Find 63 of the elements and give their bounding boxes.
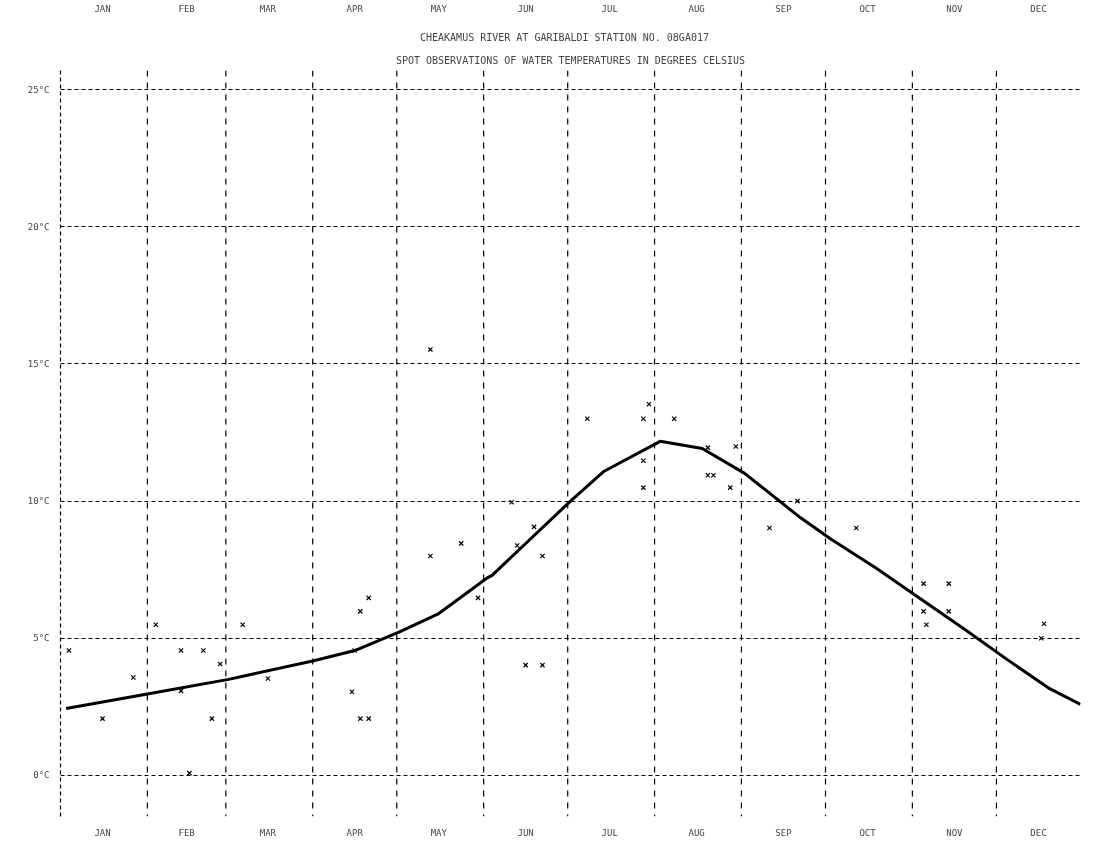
x-tick-label: SEP: [775, 827, 793, 838]
x-tick-label: DEC: [1030, 827, 1047, 838]
x-tick-label: JUN: [517, 827, 534, 838]
point: [640, 416, 647, 422]
point: [475, 595, 481, 601]
point: [427, 346, 434, 353]
point: [539, 553, 546, 559]
point: [920, 608, 927, 615]
point: [946, 608, 952, 615]
point: [923, 622, 930, 628]
x2-tick-label: DEC: [1030, 3, 1047, 14]
y-tick-label: 20°C: [27, 221, 50, 232]
y-tick-label: 10°C: [27, 496, 50, 507]
x-tick-label: AUG: [688, 827, 705, 838]
point: [727, 484, 733, 491]
x2-tick-label: MAY: [430, 3, 448, 14]
x2-tick-label: NOV: [946, 3, 964, 14]
x2-tick-label: SEP: [775, 3, 793, 14]
point: [427, 553, 434, 559]
x2-tick-label: MAR: [259, 3, 277, 14]
point: [646, 401, 652, 407]
point: [366, 715, 372, 722]
point: [640, 458, 647, 464]
point: [357, 715, 364, 722]
x-tick-label: MAY: [430, 827, 448, 838]
point: [366, 595, 372, 601]
point: [539, 662, 546, 668]
x2-tick-label: OCT: [859, 3, 877, 14]
point: [733, 443, 739, 450]
x2-tick-label: JUL: [601, 3, 618, 14]
y-tick-label: 25°C: [27, 84, 50, 95]
x-tick-label: JAN: [94, 827, 111, 838]
x-tick-label: MAR: [259, 827, 277, 838]
x-tick-label: JUL: [601, 827, 618, 838]
x2-tick-label: APR: [346, 3, 364, 14]
chart-subtitle: SPOT OBSERVATIONS OF WATER TEMPERATURES IN DEGREES CELSIUS: [395, 54, 746, 66]
y-tick-label: 15°C: [27, 358, 50, 369]
x2-tick-label: JUN: [517, 3, 534, 14]
x2-tick-label: JAN: [94, 3, 111, 14]
x2-tick-label: FEB: [178, 3, 195, 14]
chart-title: CHEAKAMUS RIVER AT GARIBALDI STATION NO. 08GA017: [419, 31, 709, 43]
point: [508, 499, 515, 505]
point: [349, 688, 355, 695]
point: [458, 540, 464, 547]
point: [584, 416, 591, 422]
point: [766, 525, 773, 531]
point: [1041, 620, 1047, 627]
y-tick-label: 5°C: [33, 633, 50, 644]
x-tick-label: APR: [346, 827, 364, 838]
y-tick-label: 0°C: [33, 770, 50, 781]
point: [853, 525, 860, 531]
point: [239, 622, 246, 628]
point: [265, 675, 271, 682]
x2-tick-label: AUG: [688, 3, 705, 14]
point: [705, 444, 711, 451]
point: [920, 580, 927, 587]
point: [514, 542, 520, 549]
x-tick-label: OCT: [859, 827, 877, 838]
point: [946, 580, 952, 587]
point: [794, 498, 801, 504]
x-tick-label: NOV: [946, 827, 964, 838]
x-tick-label: FEB: [178, 827, 195, 838]
point: [522, 662, 529, 668]
